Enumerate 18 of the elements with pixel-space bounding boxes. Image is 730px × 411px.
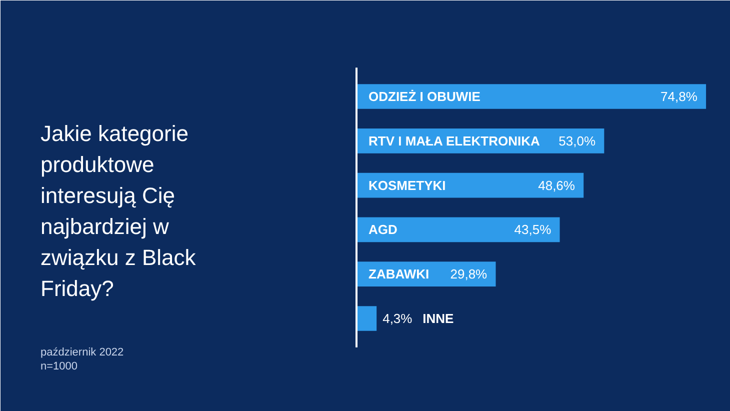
- data-label: 53,0%: [558, 133, 596, 148]
- text: n=1000: [40, 360, 78, 372]
- data-label: 4,3%: [382, 311, 413, 326]
- y-tick-label: KOSMETYKI: [368, 178, 446, 193]
- y-tick-label: ZABAWKI: [368, 266, 430, 282]
- bar: [356, 84, 706, 109]
- data-label: 29,8%: [450, 266, 488, 282]
- data-label: 43,5%: [514, 222, 552, 238]
- text: październik 2022: [40, 346, 124, 358]
- data-label: 48,6%: [538, 178, 576, 193]
- text: Jakie kategorie produktowe interesują Cię najbardziej w związku z Black Friday?: [40, 121, 197, 301]
- bar: [356, 306, 377, 331]
- y-tick-label: RTV I MAŁA ELEKTRONIKA: [368, 133, 541, 148]
- y-tick-label: AGD: [368, 222, 398, 238]
- y-tick-label: ODZIEŻ I OBUWIE: [368, 89, 481, 104]
- bar: [356, 217, 560, 242]
- data-label: 74,8%: [660, 89, 698, 104]
- y-tick-label: INNE: [422, 311, 454, 326]
